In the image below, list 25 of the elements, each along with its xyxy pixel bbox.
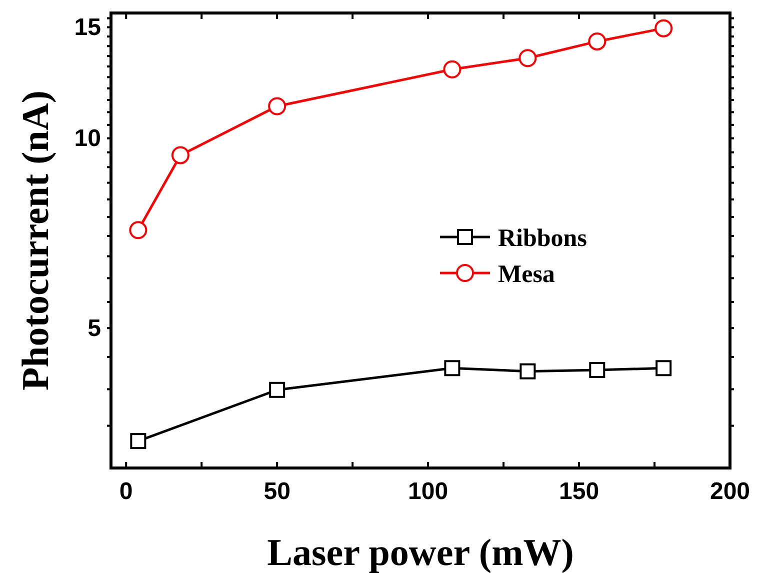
point [444, 360, 460, 376]
x-axis-title: Laser power (mW) [267, 532, 574, 573]
y-axis-title: Photocurrent (nA) [15, 90, 57, 391]
point [589, 362, 606, 378]
point [130, 433, 146, 450]
x-tick-label: 200 [710, 478, 750, 506]
x-tick-label: 150 [559, 478, 600, 506]
point [129, 221, 148, 240]
point [588, 32, 606, 50]
point [518, 49, 537, 68]
x-tick-label: 100 [408, 478, 448, 506]
point [520, 363, 536, 380]
point [443, 60, 462, 78]
y-tick-label: 15 [74, 14, 101, 41]
point [656, 360, 672, 376]
x-tick-label: 0 [119, 478, 133, 506]
point [269, 382, 286, 398]
legend-label: Mesa [498, 261, 556, 288]
x-tick-label: 50 [264, 478, 290, 506]
point [654, 19, 673, 38]
point [171, 146, 190, 164]
y-tick-label: 10 [74, 124, 101, 152]
y-tick-label: 5 [88, 314, 101, 342]
point [268, 97, 286, 116]
legend-label: Ribbons [498, 225, 588, 252]
